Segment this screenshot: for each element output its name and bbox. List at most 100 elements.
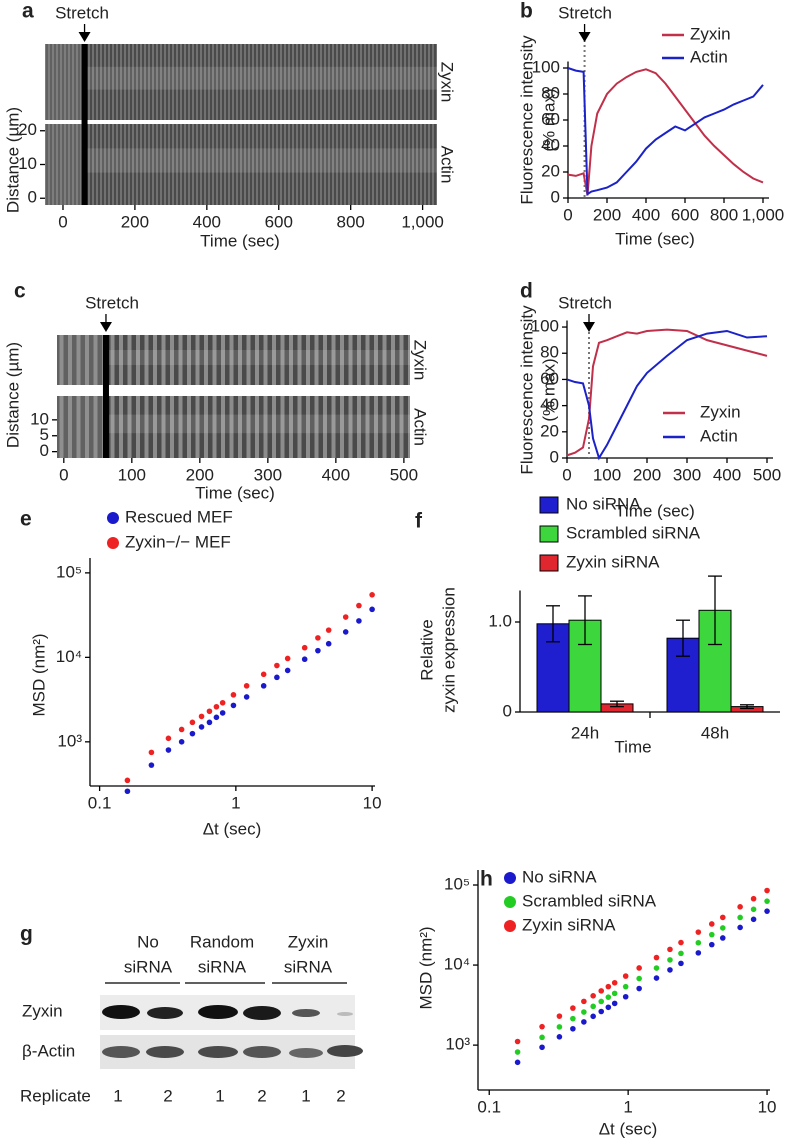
point <box>315 647 321 654</box>
legend-swatch <box>504 896 516 908</box>
row-label: Zyxin <box>22 1001 63 1020</box>
legend-swatch <box>504 872 516 884</box>
legend-label: Scrambled siRNA <box>566 523 701 542</box>
point <box>556 1024 563 1030</box>
x-tick-label: 200 <box>633 465 661 484</box>
point <box>165 735 172 742</box>
point <box>124 777 131 784</box>
point <box>653 965 660 971</box>
x-tick-label: 300 <box>673 465 701 484</box>
point <box>667 946 673 953</box>
point <box>708 941 715 948</box>
point <box>764 898 770 904</box>
track-label: Actin <box>438 146 457 184</box>
panel-letter: g <box>20 923 33 946</box>
panel-letter: h <box>480 868 493 891</box>
point <box>301 656 308 663</box>
point <box>598 988 605 994</box>
y-axis-label: zyxin expression <box>439 587 458 713</box>
point <box>598 1008 605 1015</box>
band <box>337 1012 353 1016</box>
y-tick-label: 10⁴ <box>444 955 470 974</box>
point <box>750 895 757 902</box>
point <box>514 1059 521 1066</box>
legend-swatch <box>539 496 559 514</box>
x-tick-label: 800 <box>337 212 365 231</box>
point <box>274 674 280 681</box>
point <box>590 1013 596 1020</box>
y-axis-label: Distance (µm) <box>3 107 22 213</box>
legend-swatch <box>107 537 119 549</box>
point <box>611 1000 618 1007</box>
point <box>178 739 185 745</box>
point <box>590 1003 596 1010</box>
point <box>230 692 237 698</box>
point <box>189 719 196 726</box>
pre-stretch <box>45 124 85 205</box>
y-tick-label: 10⁴ <box>56 647 82 666</box>
track-label: Actin <box>411 408 430 446</box>
x-tick-label: 200 <box>593 205 621 224</box>
replicate-number: 1 <box>215 1086 224 1105</box>
point <box>667 967 673 973</box>
legend-swatch <box>504 920 516 932</box>
stretch-line <box>81 44 88 205</box>
replicate-number: 1 <box>113 1086 122 1105</box>
point <box>230 702 237 709</box>
point <box>636 975 642 982</box>
point <box>539 1023 545 1030</box>
group-label: siRNA <box>198 957 247 976</box>
x-tick-label: 200 <box>121 212 149 231</box>
line <box>567 68 764 196</box>
kymograph-band <box>105 414 410 434</box>
group-label: No <box>137 932 159 951</box>
point <box>274 662 280 669</box>
x-tick-label: 1 <box>623 1097 632 1116</box>
group-label: Random <box>190 932 254 951</box>
x-axis-label: Time (sec) <box>615 501 695 520</box>
y-tick-label: 0 <box>28 188 37 207</box>
point <box>737 904 743 910</box>
y-tick-label: 1.0 <box>488 611 512 630</box>
point <box>284 667 291 674</box>
y-tick-label: 10³ <box>57 731 82 750</box>
legend-swatch <box>539 525 559 543</box>
legend-swatch <box>107 512 119 524</box>
point <box>764 908 770 914</box>
legend-label: Zyxin−/− MEF <box>125 532 231 551</box>
x-tick-label: 400 <box>193 212 221 231</box>
annotation: Stretch <box>55 3 109 22</box>
x-tick-label: 800 <box>710 205 738 224</box>
y-tick-label: 0 <box>503 701 512 720</box>
x-tick-label: 500 <box>753 465 781 484</box>
panel-letter: b <box>520 0 533 23</box>
x-tick-label: 500 <box>390 465 418 484</box>
point <box>708 931 715 938</box>
point <box>369 606 375 613</box>
point <box>737 924 743 931</box>
point <box>124 788 131 795</box>
kymograph-stripes <box>45 44 437 120</box>
point <box>611 979 618 986</box>
point <box>243 694 250 700</box>
point <box>178 726 185 733</box>
line <box>566 329 768 461</box>
point <box>622 973 629 979</box>
legend-label: Zyxin siRNA <box>522 915 616 934</box>
kymograph-stripes <box>57 335 410 385</box>
legend-swatch <box>539 554 559 572</box>
point <box>622 993 629 1000</box>
legend-label: Scrambled siRNA <box>522 891 657 910</box>
y-axis-label: MSD (nm²) <box>416 926 435 1009</box>
point <box>325 627 332 633</box>
panel-letter: d <box>520 280 533 303</box>
x-axis-label: Time (sec) <box>195 483 275 502</box>
band <box>327 1045 363 1057</box>
y-tick-label: 10 <box>30 409 49 428</box>
point <box>219 710 226 716</box>
y-tick-label: 60 <box>541 109 560 128</box>
y-tick-label: 40 <box>541 135 560 154</box>
y-tick-label: 60 <box>540 369 559 388</box>
point <box>581 1009 587 1015</box>
